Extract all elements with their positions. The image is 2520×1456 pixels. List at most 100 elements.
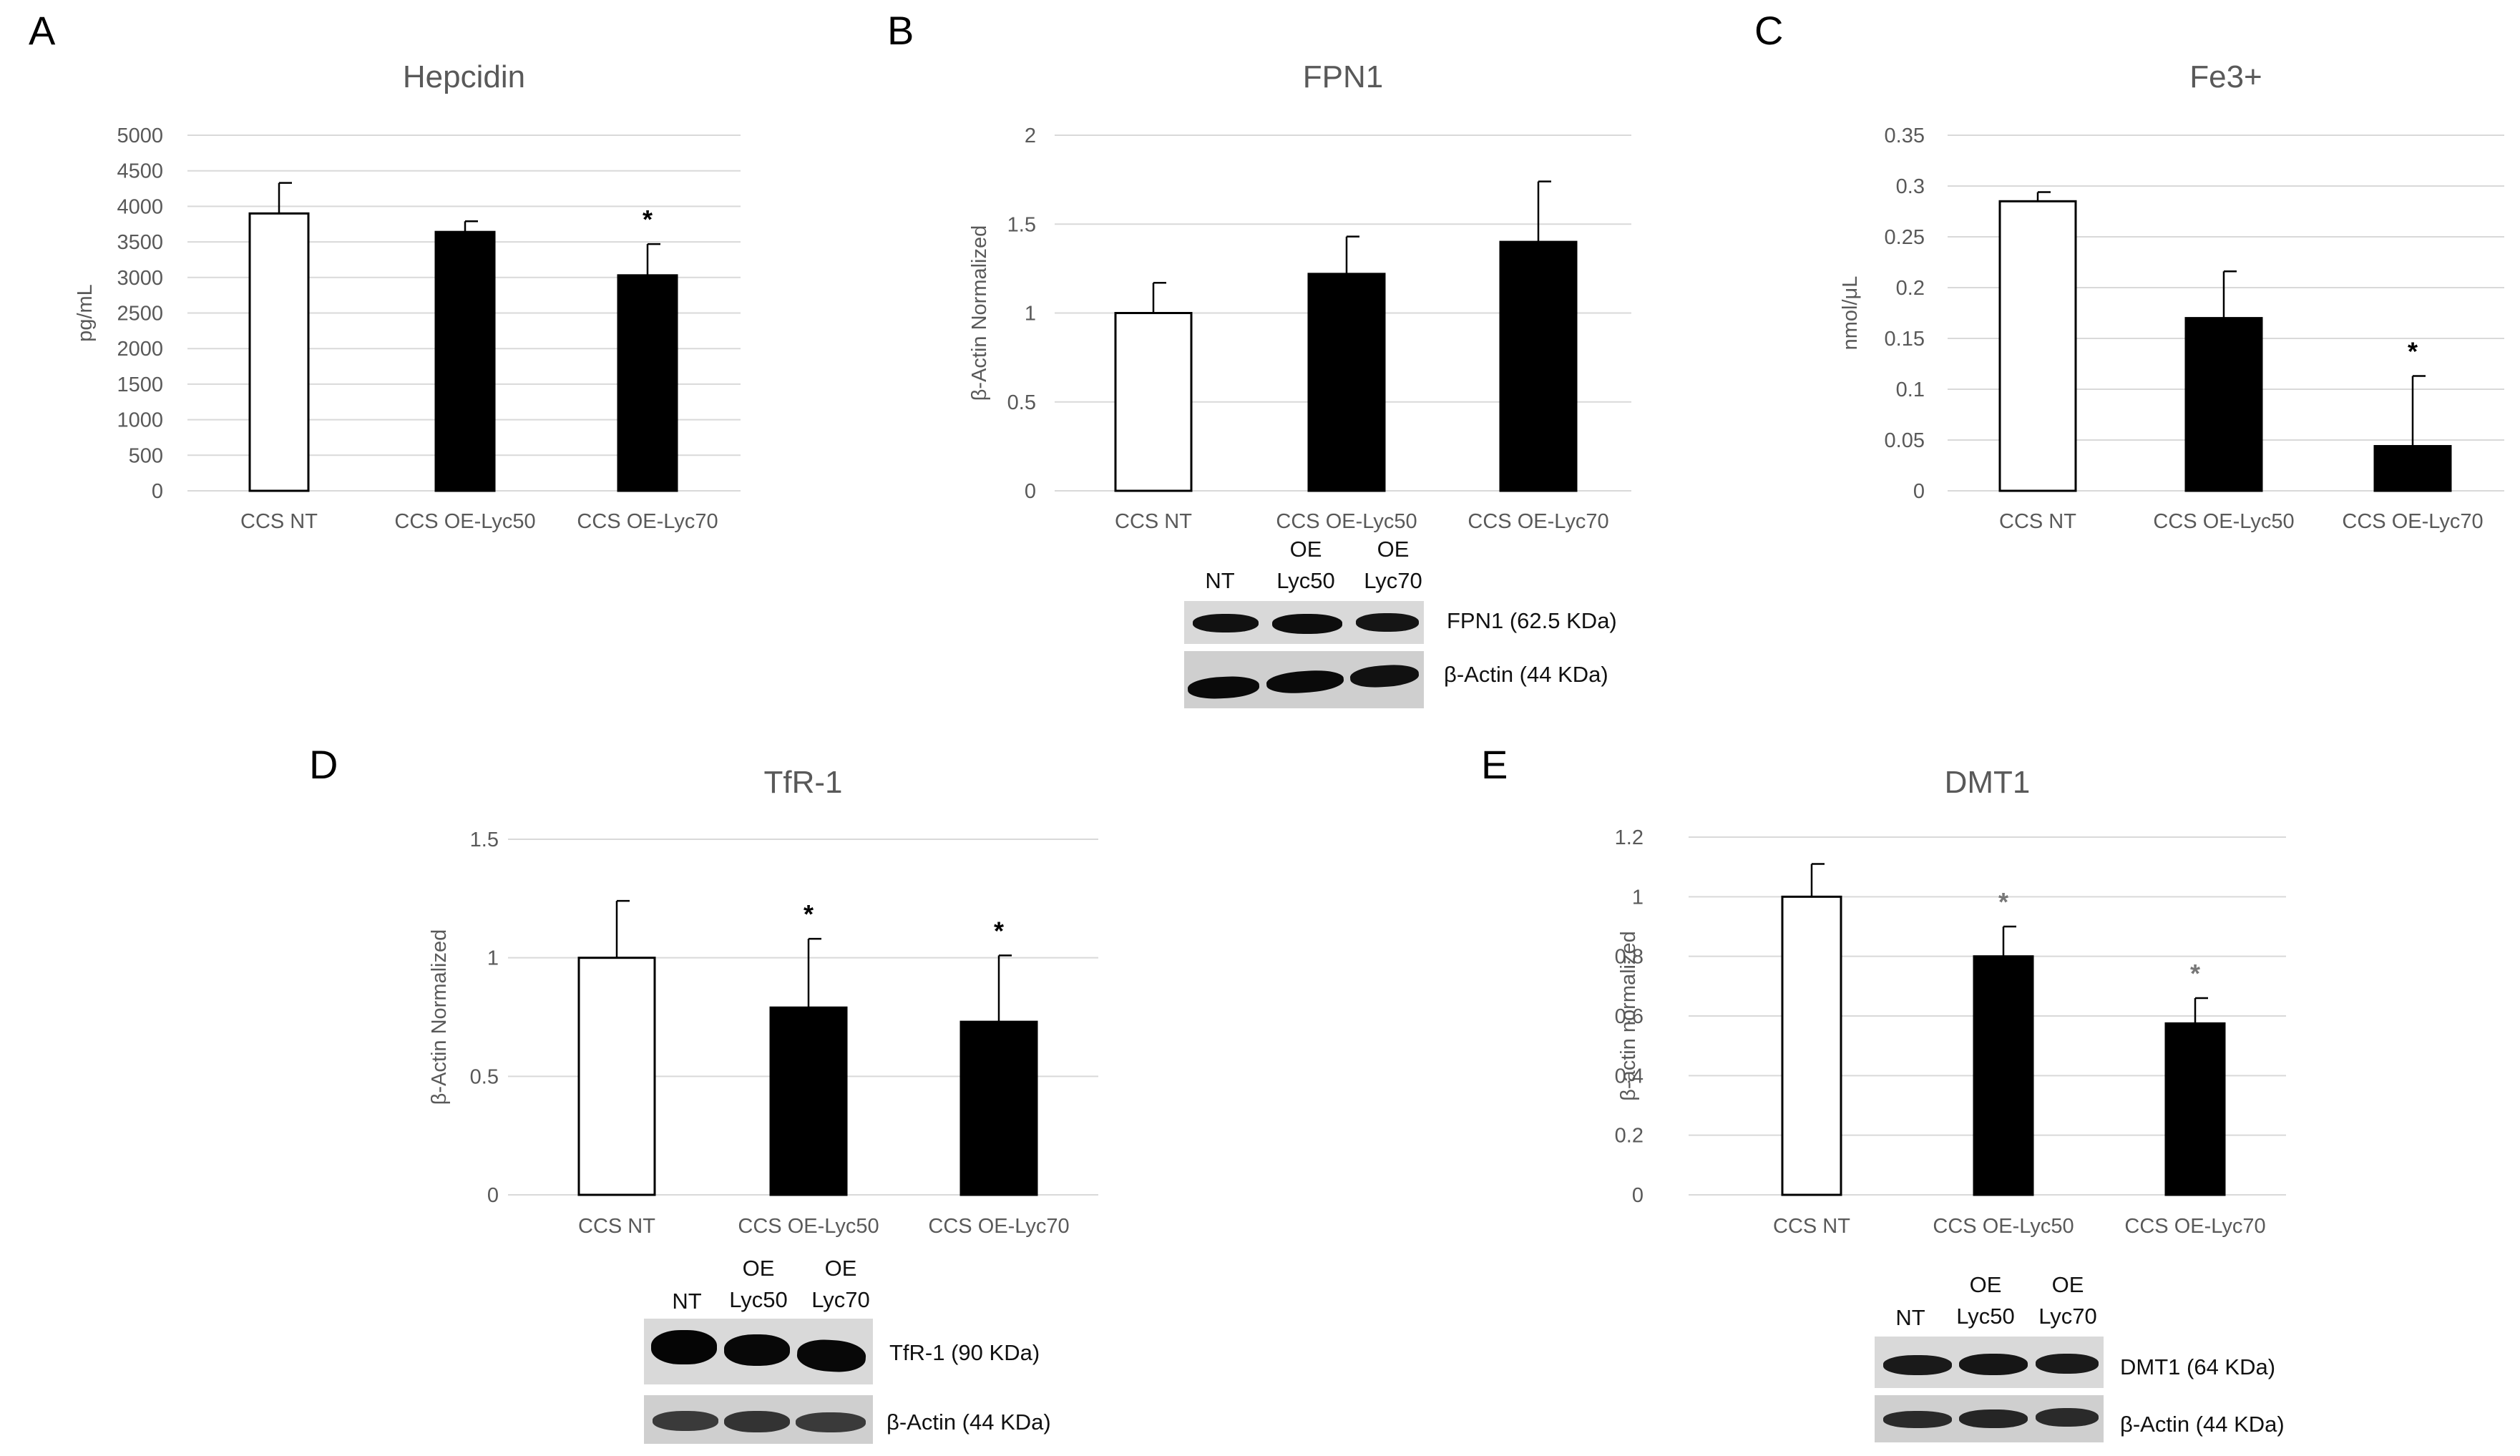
y-tick-label: 0.2 bbox=[1896, 277, 1925, 300]
bar bbox=[1781, 895, 1842, 1196]
bar bbox=[434, 230, 496, 492]
chart-title: TfR-1 bbox=[764, 765, 843, 800]
target-band-strip bbox=[644, 1319, 873, 1384]
y-tick-label: 0.5 bbox=[1007, 391, 1036, 414]
control-band-strip bbox=[1184, 651, 1424, 708]
control-band-strip bbox=[1875, 1395, 2104, 1442]
y-tick-label: 0 bbox=[1913, 480, 1925, 503]
significance-asterisk: * bbox=[2408, 337, 2418, 366]
y-tick-label: 0.25 bbox=[1885, 226, 1925, 249]
chart-title: Hepcidin bbox=[403, 59, 525, 94]
y-tick-label: 4500 bbox=[117, 160, 163, 183]
y-tick-label: 2500 bbox=[117, 303, 163, 326]
y-tick-label: 5000 bbox=[117, 124, 163, 147]
significance-asterisk: * bbox=[2190, 959, 2200, 988]
x-tick-label: CCS NT bbox=[1773, 1215, 1850, 1238]
y-tick-label: 0.1 bbox=[1896, 378, 1925, 401]
blot-control-label: β-Actin (44 KDa) bbox=[2120, 1412, 2285, 1437]
y-tick-label: 1.5 bbox=[1007, 213, 1036, 236]
y-tick-label: 0.6 bbox=[1615, 1005, 1644, 1028]
panel-letter: E bbox=[1481, 742, 1508, 787]
x-tick-label: CCS NT bbox=[1115, 510, 1192, 533]
y-tick-label: 0.5 bbox=[470, 1065, 499, 1088]
blot-control-label: β-Actin (44 KDa) bbox=[1444, 662, 1608, 687]
y-axis-label: pg/mL bbox=[74, 284, 97, 342]
y-tick-label: 0.35 bbox=[1885, 124, 1925, 147]
y-tick-label: 500 bbox=[129, 444, 163, 467]
y-tick-label: 0 bbox=[1025, 480, 1036, 503]
x-tick-label: CCS OE-Lyc70 bbox=[2124, 1215, 2265, 1238]
blot-lane-label: NT bbox=[672, 1289, 702, 1314]
blot-target-label: DMT1 (64 KDa) bbox=[2120, 1354, 2276, 1379]
significance-asterisk: * bbox=[1998, 887, 2008, 917]
y-tick-label: 0 bbox=[1632, 1184, 1644, 1207]
bar bbox=[959, 1020, 1038, 1196]
y-tick-label: 0.8 bbox=[1615, 946, 1644, 969]
x-tick-label: CCS OE-Lyc50 bbox=[2153, 510, 2294, 533]
y-tick-label: 0.4 bbox=[1615, 1065, 1644, 1088]
blot-lane-label: OE Lyc50 bbox=[1276, 537, 1335, 593]
y-tick-label: 1.5 bbox=[470, 829, 499, 851]
panel-letter: B bbox=[887, 8, 914, 53]
blot-lane-label: OE Lyc70 bbox=[2038, 1272, 2097, 1329]
x-tick-label: CCS NT bbox=[1999, 510, 2076, 533]
y-tick-label: 0 bbox=[487, 1184, 499, 1207]
x-tick-label: CCS NT bbox=[578, 1215, 655, 1238]
bar bbox=[248, 212, 310, 492]
y-tick-label: 1 bbox=[487, 947, 499, 970]
bar bbox=[617, 274, 678, 492]
blot-lane-label: OE Lyc70 bbox=[811, 1256, 870, 1312]
x-tick-label: CCS OE-Lyc50 bbox=[738, 1215, 879, 1238]
panel-letter: D bbox=[309, 742, 338, 787]
blot-lane-label: NT bbox=[1205, 568, 1235, 593]
y-tick-label: 4000 bbox=[117, 195, 163, 218]
x-tick-label: CCS NT bbox=[240, 510, 318, 533]
y-tick-label: 0.05 bbox=[1885, 429, 1925, 452]
y-tick-label: 1 bbox=[1632, 886, 1644, 909]
chart-title: DMT1 bbox=[1945, 765, 2031, 800]
chart-title: Fe3+ bbox=[2189, 59, 2262, 94]
y-tick-label: 2 bbox=[1025, 124, 1036, 147]
y-tick-label: 1000 bbox=[117, 409, 163, 432]
x-tick-label: CCS OE-Lyc70 bbox=[1467, 510, 1608, 533]
x-tick-label: CCS OE-Lyc50 bbox=[394, 510, 535, 533]
significance-asterisk: * bbox=[643, 205, 653, 234]
bar bbox=[2184, 317, 2263, 492]
bar bbox=[577, 957, 656, 1196]
bar bbox=[1998, 200, 2077, 492]
panel-letter: A bbox=[29, 8, 56, 53]
bar bbox=[1114, 312, 1193, 492]
y-tick-label: 1.2 bbox=[1615, 826, 1644, 849]
blot-target-label: FPN1 (62.5 KDa) bbox=[1447, 608, 1617, 633]
x-tick-label: CCS OE-Lyc70 bbox=[928, 1215, 1069, 1238]
control-band-strip bbox=[644, 1395, 873, 1444]
bar bbox=[769, 1006, 848, 1196]
bar bbox=[1499, 240, 1578, 492]
target-band-strip bbox=[1184, 601, 1424, 644]
blot-lane-label: OE Lyc50 bbox=[1956, 1272, 2015, 1329]
significance-asterisk: * bbox=[994, 916, 1004, 945]
blot-lane-label: NT bbox=[1895, 1305, 1925, 1330]
x-tick-label: CCS OE-Lyc50 bbox=[1933, 1215, 2074, 1238]
y-axis-label: β-Actin Normalized bbox=[428, 929, 451, 1105]
y-tick-label: 1 bbox=[1025, 303, 1036, 326]
y-tick-label: 3000 bbox=[117, 267, 163, 290]
target-band-strip bbox=[1875, 1337, 2104, 1388]
y-tick-label: 0.15 bbox=[1885, 328, 1925, 351]
blot-lane-label: OE Lyc50 bbox=[729, 1256, 788, 1312]
y-axis-label: β-Actin Normalized bbox=[968, 225, 991, 401]
blot-target-label: TfR-1 (90 KDa) bbox=[889, 1340, 1040, 1365]
y-tick-label: 0.3 bbox=[1896, 175, 1925, 198]
y-axis-label: nmol/μL bbox=[1839, 276, 1862, 351]
y-tick-label: 0.2 bbox=[1615, 1125, 1644, 1148]
y-tick-label: 1500 bbox=[117, 373, 163, 396]
panel-letter: C bbox=[1754, 8, 1783, 53]
bar bbox=[2373, 445, 2452, 492]
blot-control-label: β-Actin (44 KDa) bbox=[887, 1409, 1051, 1435]
significance-asterisk: * bbox=[804, 899, 814, 929]
bar bbox=[2164, 1022, 2226, 1196]
chart-title: FPN1 bbox=[1303, 59, 1383, 94]
bar bbox=[1307, 273, 1386, 492]
bar bbox=[1973, 955, 2034, 1196]
